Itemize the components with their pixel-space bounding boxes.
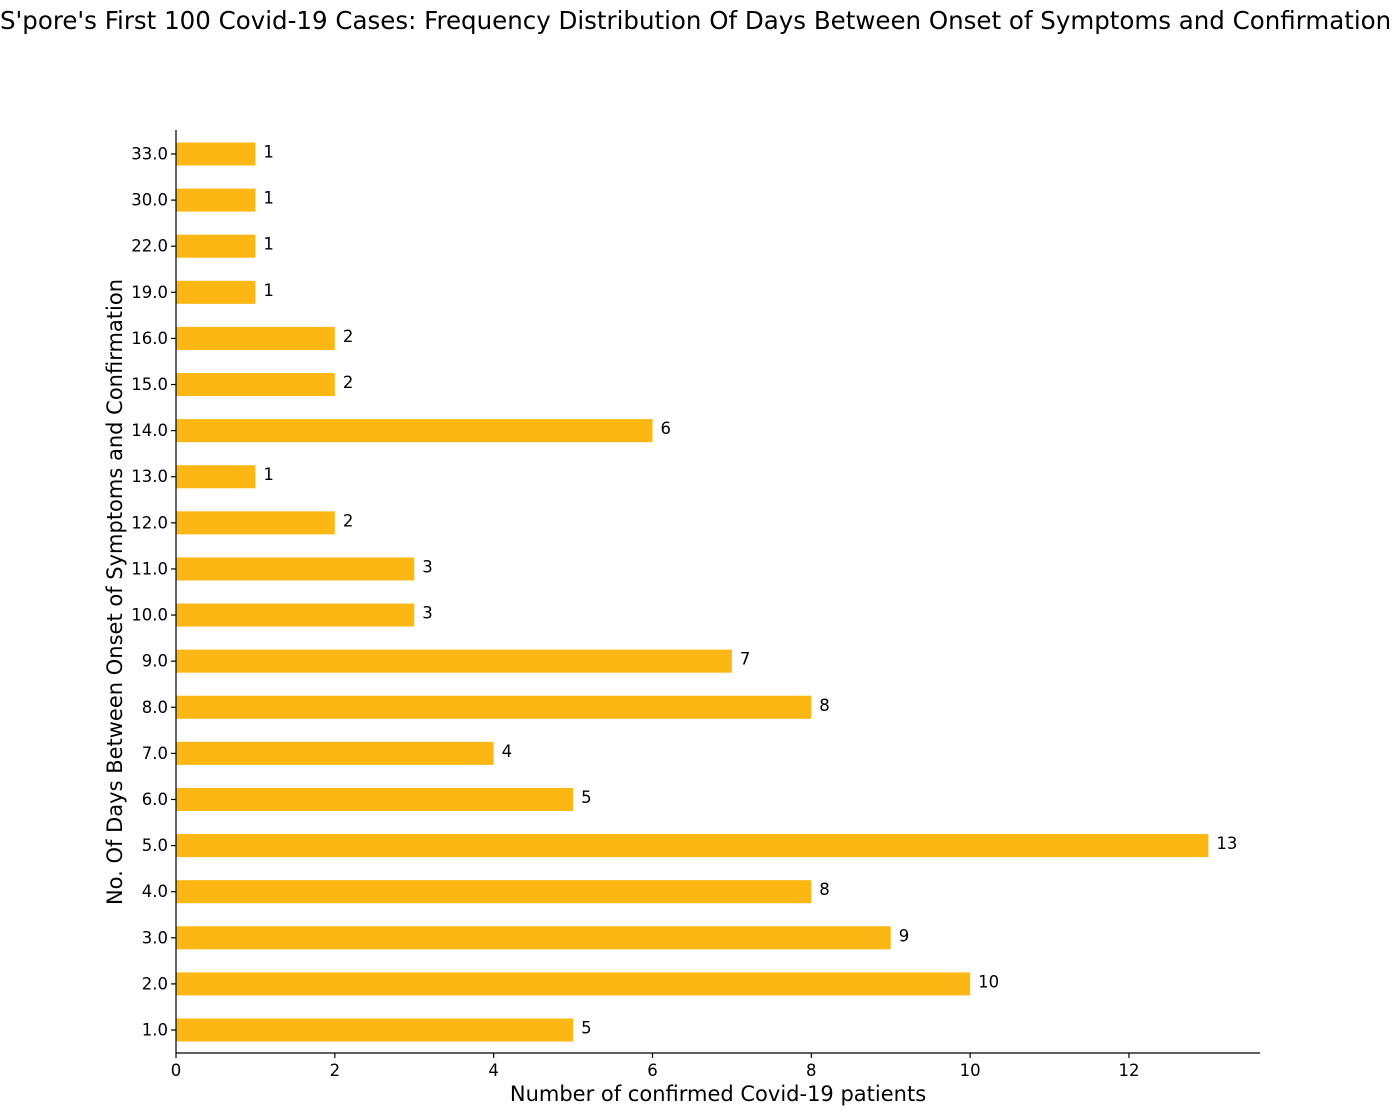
data-label-6-0: 5 bbox=[581, 788, 592, 807]
data-label-19-0: 1 bbox=[263, 281, 274, 300]
y-tick-label-11-0: 11.0 bbox=[131, 559, 168, 578]
y-tick-label-9-0: 9.0 bbox=[142, 652, 168, 671]
bar-9-0 bbox=[176, 649, 732, 673]
bar-4-0 bbox=[176, 880, 812, 904]
data-label-13-0: 1 bbox=[263, 465, 274, 484]
y-tick-label-8-0: 8.0 bbox=[142, 698, 168, 717]
data-label-15-0: 2 bbox=[343, 373, 354, 392]
bar-33-0 bbox=[176, 142, 256, 166]
y-tick-label-15-0: 15.0 bbox=[131, 375, 168, 394]
data-label-30-0: 1 bbox=[263, 189, 274, 208]
data-label-14-0: 6 bbox=[660, 419, 671, 438]
x-tick-label-12: 12 bbox=[1118, 1061, 1139, 1080]
y-tick-label-12-0: 12.0 bbox=[131, 513, 168, 532]
data-label-9-0: 7 bbox=[740, 650, 751, 669]
y-tick-label-33-0: 33.0 bbox=[131, 145, 168, 164]
data-label-8-0: 8 bbox=[819, 696, 830, 715]
data-label-11-0: 3 bbox=[422, 557, 433, 576]
y-tick-label-19-0: 19.0 bbox=[131, 283, 168, 302]
bar-11-0 bbox=[176, 557, 415, 581]
bar-19-0 bbox=[176, 280, 256, 304]
data-label-33-0: 1 bbox=[263, 143, 274, 162]
bar-8-0 bbox=[176, 695, 812, 719]
data-label-7-0: 4 bbox=[502, 742, 512, 761]
bar-15-0 bbox=[176, 373, 335, 397]
data-labels-layer: 5 10 9 8 13 5 4 8 7 3 3 2 1 6 2 2 1 1 1 1 bbox=[263, 143, 1237, 1038]
bar-2-0 bbox=[176, 972, 971, 996]
axes-layer bbox=[175, 130, 1260, 1054]
x-tick-label-4: 4 bbox=[488, 1061, 499, 1080]
data-label-16-0: 2 bbox=[343, 327, 354, 346]
x-tick-label-0: 0 bbox=[171, 1061, 182, 1080]
x-ticks-layer: 0 2 4 6 8 10 12 bbox=[171, 1053, 1139, 1080]
x-tick-label-8: 8 bbox=[806, 1061, 817, 1080]
y-tick-label-30-0: 30.0 bbox=[131, 191, 168, 210]
data-label-10-0: 3 bbox=[422, 604, 433, 623]
bar-12-0 bbox=[176, 511, 335, 535]
y-tick-label-3-0: 3.0 bbox=[142, 928, 168, 947]
bar-6-0 bbox=[176, 787, 574, 811]
bar-10-0 bbox=[176, 603, 415, 627]
y-tick-label-13-0: 13.0 bbox=[131, 467, 168, 486]
x-tick-label-6: 6 bbox=[647, 1061, 658, 1080]
y-tick-label-10-0: 10.0 bbox=[131, 606, 168, 625]
data-label-5-0: 13 bbox=[1216, 834, 1237, 853]
y-tick-label-2-0: 2.0 bbox=[142, 974, 168, 993]
y-tick-label-6-0: 6.0 bbox=[142, 790, 168, 809]
y-tick-label-22-0: 22.0 bbox=[131, 237, 168, 256]
chart-title: S'pore's First 100 Covid-19 Cases: Frequ… bbox=[0, 6, 1392, 35]
bar-30-0 bbox=[176, 188, 256, 212]
x-axis-title: Number of confirmed Covid-19 patients bbox=[510, 1082, 926, 1106]
data-label-12-0: 2 bbox=[343, 511, 354, 530]
data-label-1-0: 5 bbox=[581, 1019, 592, 1038]
y-tick-label-1-0: 1.0 bbox=[142, 1021, 168, 1040]
data-label-22-0: 1 bbox=[263, 235, 274, 254]
y-tick-label-14-0: 14.0 bbox=[131, 421, 168, 440]
bar-1-0 bbox=[176, 1018, 574, 1042]
bar-13-0 bbox=[176, 465, 256, 489]
bar-14-0 bbox=[176, 419, 653, 443]
data-label-2-0: 10 bbox=[978, 972, 999, 991]
y-ticks-layer: 1.0 2.0 3.0 4.0 5.0 6.0 7.0 8.0 9.0 10.0 11.0 12.0 1… bbox=[131, 145, 176, 1040]
y-tick-label-4-0: 4.0 bbox=[142, 882, 168, 901]
bar-5-0 bbox=[176, 834, 1209, 858]
bar-16-0 bbox=[176, 326, 335, 350]
y-tick-label-7-0: 7.0 bbox=[142, 744, 168, 763]
bar-3-0 bbox=[176, 926, 891, 950]
y-tick-label-5-0: 5.0 bbox=[142, 836, 168, 855]
data-label-3-0: 9 bbox=[899, 926, 910, 945]
y-axis-title: No. Of Days Between Onset of Symptoms an… bbox=[103, 279, 127, 905]
y-tick-label-16-0: 16.0 bbox=[131, 329, 168, 348]
bar-7-0 bbox=[176, 741, 494, 765]
x-tick-label-10: 10 bbox=[960, 1061, 981, 1080]
bar-22-0 bbox=[176, 234, 256, 258]
bars-layer bbox=[176, 142, 1209, 1042]
x-tick-label-2: 2 bbox=[330, 1061, 341, 1080]
data-label-4-0: 8 bbox=[819, 880, 830, 899]
